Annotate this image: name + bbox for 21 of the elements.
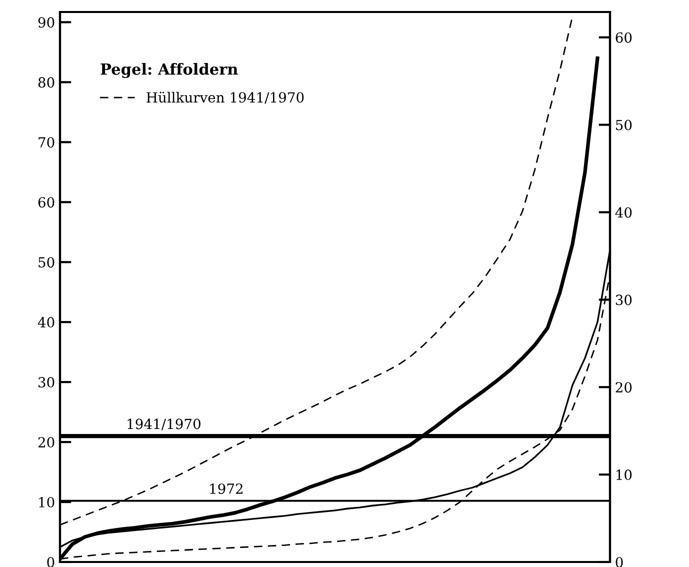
y-tick-label: 10 (39, 496, 54, 508)
y2-tick-label: 10 (616, 470, 632, 480)
y-tick-label: 20 (38, 437, 54, 448)
y-tick-label: 30 (38, 377, 54, 388)
y-tick-label: 80 (38, 77, 54, 88)
y2-tick-label: 0 (616, 556, 623, 567)
y2-tick-label: 50 (616, 120, 632, 130)
y2-tick-label: 60 (616, 32, 632, 43)
y2-tick-label: 30 (616, 294, 632, 306)
y-tick-label: 60 (38, 197, 54, 208)
series-label: 1941/1970 (128, 418, 200, 430)
legend-title: Pegel: Affoldern (100, 63, 238, 78)
y2-tick-label: 40 (615, 207, 632, 218)
y-tick-label: 70 (38, 137, 54, 148)
y-tick-label: 40 (38, 317, 54, 328)
y-tick-label: 0 (47, 556, 54, 567)
y2-tick-label: 20 (616, 382, 632, 393)
legend-label: Hüllkurven 1941/1970 (146, 92, 304, 104)
y-tick-label: 50 (38, 257, 54, 268)
series-label: 1972 (210, 483, 242, 494)
y-tick-label: 90 (38, 17, 54, 28)
